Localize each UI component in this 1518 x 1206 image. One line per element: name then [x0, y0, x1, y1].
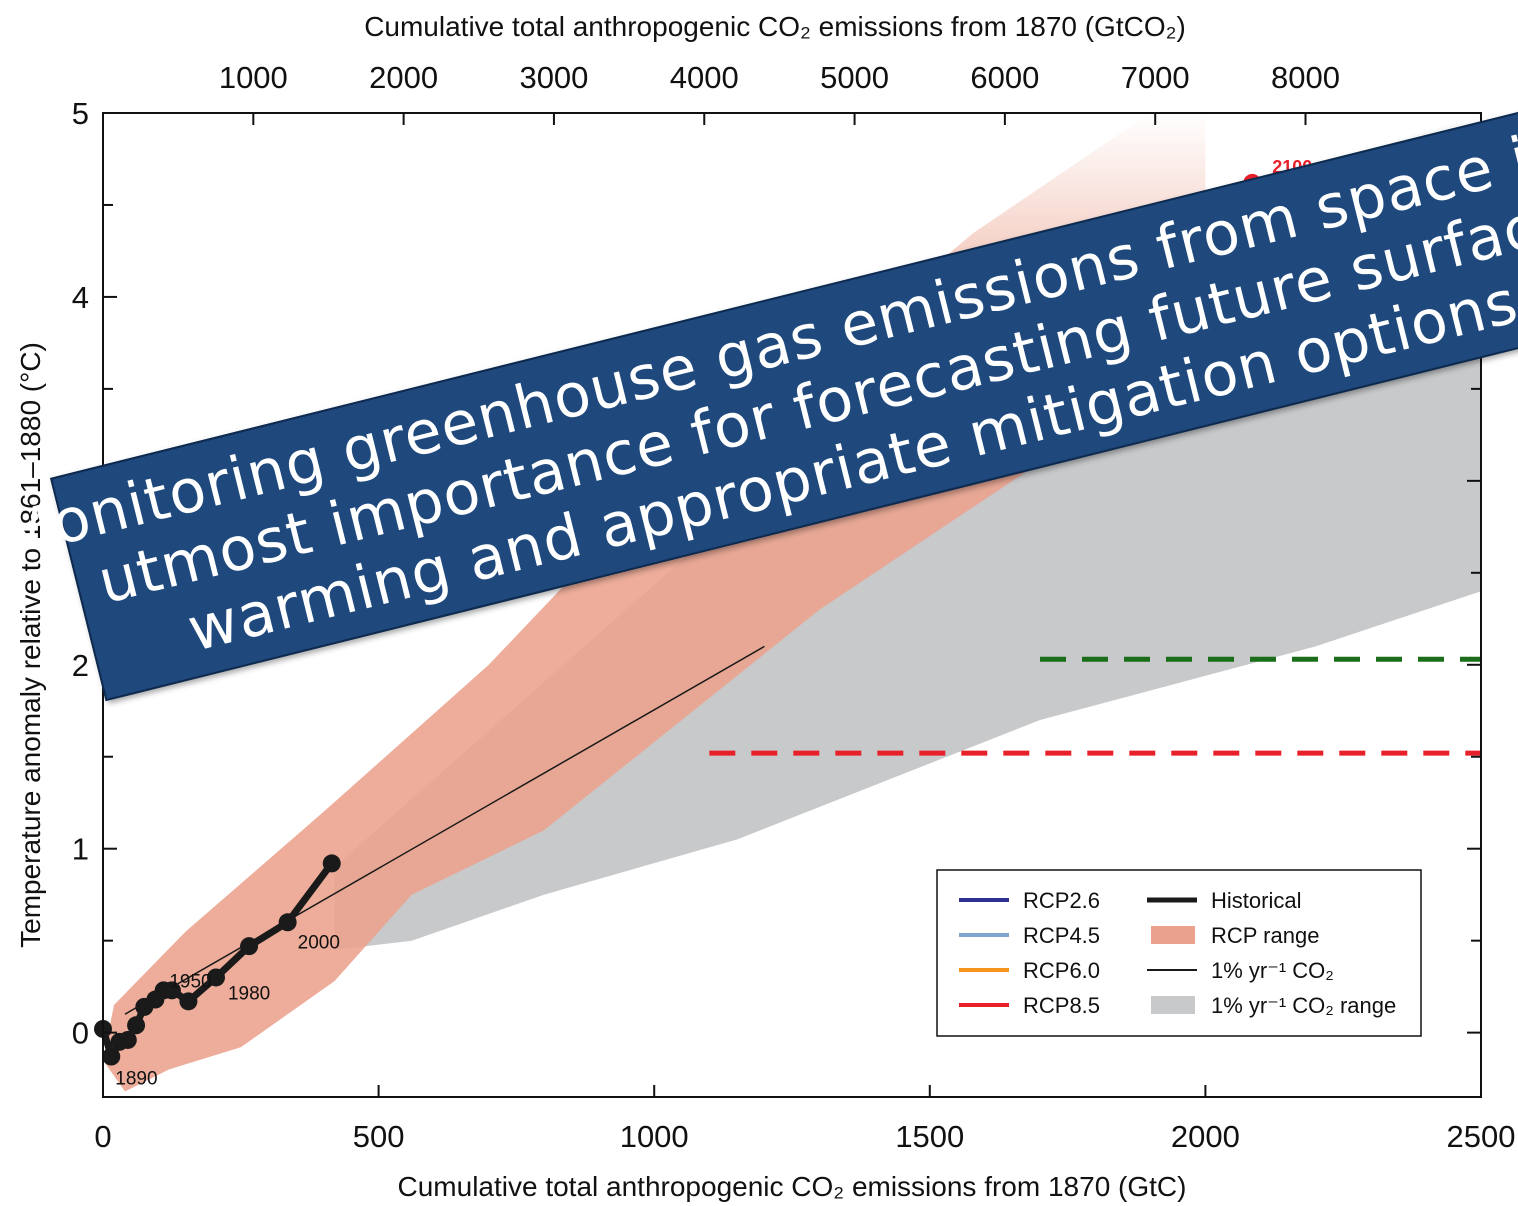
- data-point: [179, 992, 198, 1011]
- legend-label: Historical: [1211, 888, 1301, 913]
- x-tick-label: 500: [353, 1119, 405, 1154]
- top-tick-label: 6000: [970, 60, 1039, 95]
- x-tick-label: 1000: [620, 1119, 689, 1154]
- legend-label: 1% yr⁻¹ CO₂: [1211, 958, 1334, 983]
- data-point: [162, 981, 181, 1000]
- top-tick-label: 1000: [219, 60, 288, 95]
- legend-label: RCP4.5: [1023, 923, 1100, 948]
- data-point: [322, 854, 341, 873]
- legend-label: RCP6.0: [1023, 958, 1100, 983]
- x-tick-label: 1500: [895, 1119, 964, 1154]
- x-axis-label: Cumulative total anthropogenic CO₂ emiss…: [398, 1171, 1187, 1202]
- data-point: [102, 1047, 121, 1066]
- x-tick-label: 2000: [1171, 1119, 1240, 1154]
- point-label: 1890: [115, 1069, 157, 1090]
- top-tick-label: 2000: [369, 60, 438, 95]
- top-tick-label: 4000: [670, 60, 739, 95]
- point-label: 1950: [169, 972, 211, 993]
- legend-label: RCP range: [1211, 923, 1319, 948]
- series-line-2: [124, 645, 765, 1015]
- y-tick-label: 5: [72, 96, 89, 131]
- legend-label: 1% yr⁻¹ CO₂ range: [1211, 993, 1396, 1018]
- y-tick-label: 4: [72, 280, 89, 315]
- y-axis-label: Temperature anomaly relative to 1861–188…: [15, 342, 46, 948]
- top-tick-label: 3000: [519, 60, 588, 95]
- series-points: [94, 173, 1262, 1066]
- data-point: [240, 937, 259, 956]
- data-point: [127, 1016, 146, 1035]
- y-tick-label: 2: [72, 648, 89, 683]
- point-label: 1980: [228, 983, 270, 1004]
- y-tick-label: 1: [72, 832, 89, 867]
- legend-swatch: [1151, 996, 1195, 1014]
- x-tick-label: 0: [94, 1119, 111, 1154]
- y-tick-label: 0: [72, 1016, 89, 1051]
- legend-swatch: [1151, 926, 1195, 944]
- top-tick-label: 5000: [820, 60, 889, 95]
- top-tick-label: 7000: [1121, 60, 1190, 95]
- x-tick-label: 2500: [1447, 1119, 1516, 1154]
- point-label: 2000: [298, 932, 340, 953]
- axis-tick-labels: 0500100015002000250001234510002000300040…: [72, 60, 1516, 1154]
- legend-label: RCP8.5: [1023, 993, 1100, 1018]
- legend: RCP2.6 RCP4.5 RCP6.0 RCP8.5 Historical RCP ra…: [936, 869, 1422, 1037]
- data-point: [118, 1030, 137, 1049]
- legend-label: RCP2.6: [1023, 888, 1100, 913]
- data-point: [278, 913, 297, 932]
- top-tick-label: 8000: [1271, 60, 1340, 95]
- data-point: [206, 968, 225, 987]
- top-axis-label: Cumulative total anthropogenic CO₂ emiss…: [364, 11, 1186, 42]
